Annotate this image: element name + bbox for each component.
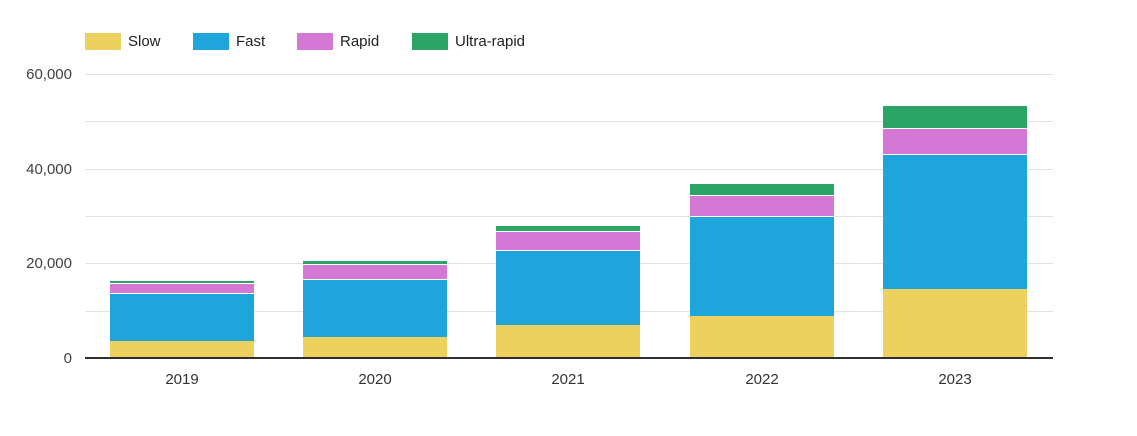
- x-axis-tick-label: 2020: [358, 371, 392, 388]
- bar-segment-2022-ultra-rapid[interactable]: [690, 183, 834, 196]
- gridline: [85, 121, 1053, 123]
- bar-segment-2020-ultra-rapid[interactable]: [303, 259, 447, 265]
- bar-segment-2023-ultra-rapid[interactable]: [883, 104, 1027, 129]
- bar-segment-2019-ultra-rapid[interactable]: [110, 279, 254, 284]
- x-axis-tick-label: 2022: [745, 371, 779, 388]
- bar-segment-2023-rapid[interactable]: [883, 128, 1027, 154]
- legend-item-fast: Fast: [193, 33, 265, 50]
- bar-segment-2022-slow[interactable]: [690, 315, 834, 358]
- bar-segment-2023-fast[interactable]: [883, 154, 1027, 290]
- bar-segment-2021-fast[interactable]: [496, 249, 640, 325]
- gridline: [85, 216, 1053, 217]
- y-axis-tick-label: 60,000: [26, 66, 72, 83]
- legend-label-ultra-rapid: Ultra-rapid: [455, 33, 526, 50]
- gridline: [85, 168, 1053, 170]
- legend-swatch-ultra-rapid: [412, 33, 448, 50]
- legend: Slow Fast Rapid Ultra-rapid: [0, 33, 1137, 51]
- bar-segment-2021-slow[interactable]: [496, 324, 640, 358]
- legend-item-rapid: Rapid: [297, 33, 379, 50]
- legend-label-slow: Slow: [128, 33, 161, 50]
- y-axis-tick-label: 0: [63, 350, 72, 367]
- bar-segment-2019-slow[interactable]: [110, 341, 254, 358]
- x-axis-tick-label: 2023: [938, 371, 972, 388]
- legend-swatch-fast: [193, 33, 229, 50]
- bar-segment-2022-rapid[interactable]: [690, 195, 834, 216]
- y-axis-tick-label: 40,000: [26, 160, 72, 178]
- legend-item-ultra-rapid: Ultra-rapid: [412, 33, 525, 50]
- legend-item-slow: Slow: [85, 33, 161, 50]
- y-axis-tick-label: 20,000: [26, 255, 72, 273]
- x-axis-line: [85, 357, 1053, 359]
- bar-segment-2020-slow[interactable]: [303, 337, 447, 358]
- bar-segment-2019-fast[interactable]: [110, 293, 254, 341]
- legend-swatch-rapid: [297, 33, 333, 50]
- x-axis-tick-label: 2019: [165, 371, 199, 388]
- legend-swatch-slow: [85, 33, 121, 50]
- bar-segment-2023-slow[interactable]: [883, 289, 1027, 358]
- bar-segment-2019-rapid[interactable]: [110, 283, 254, 294]
- bar-segment-2022-fast[interactable]: [690, 216, 834, 316]
- bar-segment-2021-ultra-rapid[interactable]: [496, 224, 640, 231]
- x-axis-tick-label: 2021: [551, 371, 585, 388]
- legend-label-rapid: Rapid: [340, 33, 380, 50]
- legend-label-fast: Fast: [236, 33, 266, 50]
- gridline: [85, 74, 1053, 75]
- bar-segment-2020-fast[interactable]: [303, 279, 447, 338]
- bar-segment-2021-rapid[interactable]: [496, 230, 640, 250]
- bar-segment-2020-rapid[interactable]: [303, 264, 447, 280]
